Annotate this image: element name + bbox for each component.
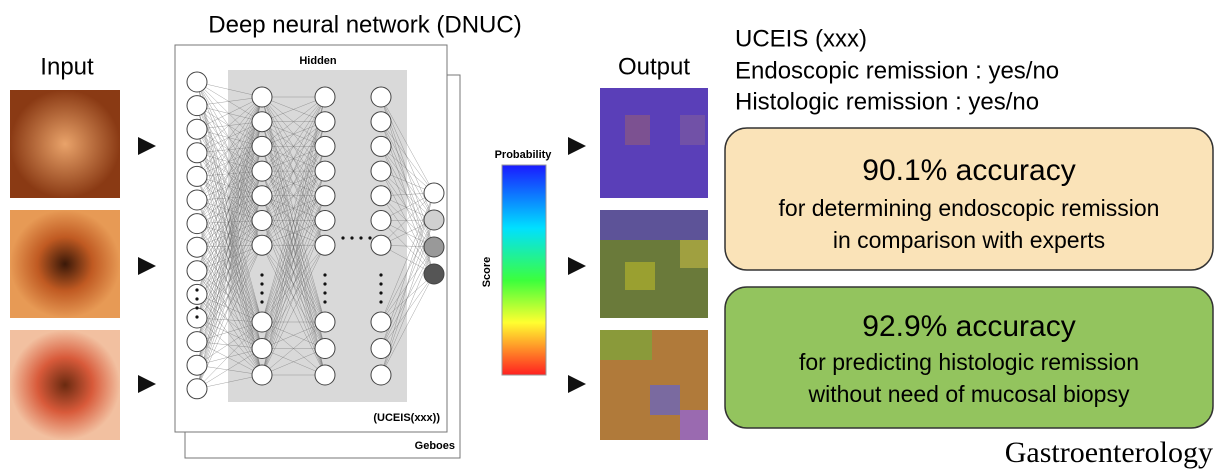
node (187, 355, 207, 375)
score-label: Score (481, 257, 493, 288)
output-title: Output (618, 53, 690, 80)
node (187, 214, 207, 234)
node (371, 235, 391, 255)
probability-label: Probability (495, 149, 553, 161)
node (315, 136, 335, 156)
node (371, 312, 391, 332)
result-line: without need of mucosal biopsy (808, 381, 1130, 407)
node (252, 186, 272, 206)
node (187, 96, 207, 116)
input-title: Input (40, 53, 94, 80)
node (252, 136, 272, 156)
node (315, 211, 335, 231)
node (371, 136, 391, 156)
node (187, 72, 207, 92)
node (371, 339, 391, 359)
node (315, 161, 335, 181)
ellipsis-dot (195, 306, 198, 309)
node (315, 339, 335, 359)
endoscopy-image (10, 330, 120, 440)
ellipsis-dot (359, 236, 362, 239)
output-node (424, 264, 444, 284)
ellipsis-dot (323, 300, 326, 303)
node (371, 211, 391, 231)
ellipsis-dot (323, 273, 326, 276)
input-images (10, 90, 120, 440)
ellipsis-dot (260, 273, 263, 276)
output-images (600, 88, 708, 440)
front-label: (UCEIS(xxx)) (373, 412, 440, 424)
figure: Input Deep neural network (DNUC) Hidden … (0, 0, 1223, 471)
node (187, 261, 207, 281)
result-line: for determining endoscopic remission (779, 195, 1160, 221)
ellipsis-dot (260, 282, 263, 285)
ellipsis-dot (341, 236, 344, 239)
node (187, 190, 207, 210)
ellipsis-dot (350, 236, 353, 239)
node (187, 332, 207, 352)
node (315, 365, 335, 385)
node (252, 211, 272, 231)
ellipsis-dot (379, 273, 382, 276)
node (187, 166, 207, 186)
ellipsis-dot (195, 315, 198, 318)
node (252, 365, 272, 385)
node (371, 112, 391, 132)
node (187, 284, 207, 304)
journal: Gastroenterology (1005, 436, 1213, 469)
node (315, 312, 335, 332)
endoscopy-image (10, 90, 120, 198)
result-headline: 90.1% accuracy (862, 154, 1075, 187)
ellipsis-dot (260, 300, 263, 303)
output-node (424, 237, 444, 257)
ellipsis-dot (323, 291, 326, 294)
node (187, 237, 207, 257)
node (252, 161, 272, 181)
endoscopy-image (10, 210, 120, 318)
output-line: Endoscopic remission : yes/no (735, 57, 1059, 84)
node (371, 186, 391, 206)
network-title: Deep neural network (DNUC) (208, 11, 521, 38)
node (315, 112, 335, 132)
ellipsis-dot (323, 282, 326, 285)
node (252, 339, 272, 359)
ellipsis-dot (260, 291, 263, 294)
node (315, 235, 335, 255)
result-headline: 92.9% accuracy (862, 310, 1075, 343)
result-line: in comparison with experts (833, 227, 1105, 253)
ellipsis-dot (195, 288, 198, 291)
node (315, 186, 335, 206)
node (252, 112, 272, 132)
ellipsis-dot (379, 282, 382, 285)
node (252, 235, 272, 255)
back-label: Geboes (415, 440, 455, 452)
output-line: UCEIS (xxx) (735, 25, 867, 52)
ellipsis-dot (379, 300, 382, 303)
output-line: Histologic remission : yes/no (735, 88, 1039, 115)
node (187, 379, 207, 399)
ellipsis-dot (368, 236, 371, 239)
node (252, 312, 272, 332)
ellipsis-dot (379, 291, 382, 294)
color-bar (502, 165, 546, 375)
node (252, 87, 272, 107)
node (371, 161, 391, 181)
ellipsis-dot (195, 297, 198, 300)
node (187, 143, 207, 163)
result-line: for predicting histologic remission (799, 349, 1139, 375)
node (371, 365, 391, 385)
hidden-label: Hidden (299, 55, 337, 67)
node (187, 119, 207, 139)
output-node (424, 183, 444, 203)
node (371, 87, 391, 107)
node (315, 87, 335, 107)
output-node (424, 210, 444, 230)
